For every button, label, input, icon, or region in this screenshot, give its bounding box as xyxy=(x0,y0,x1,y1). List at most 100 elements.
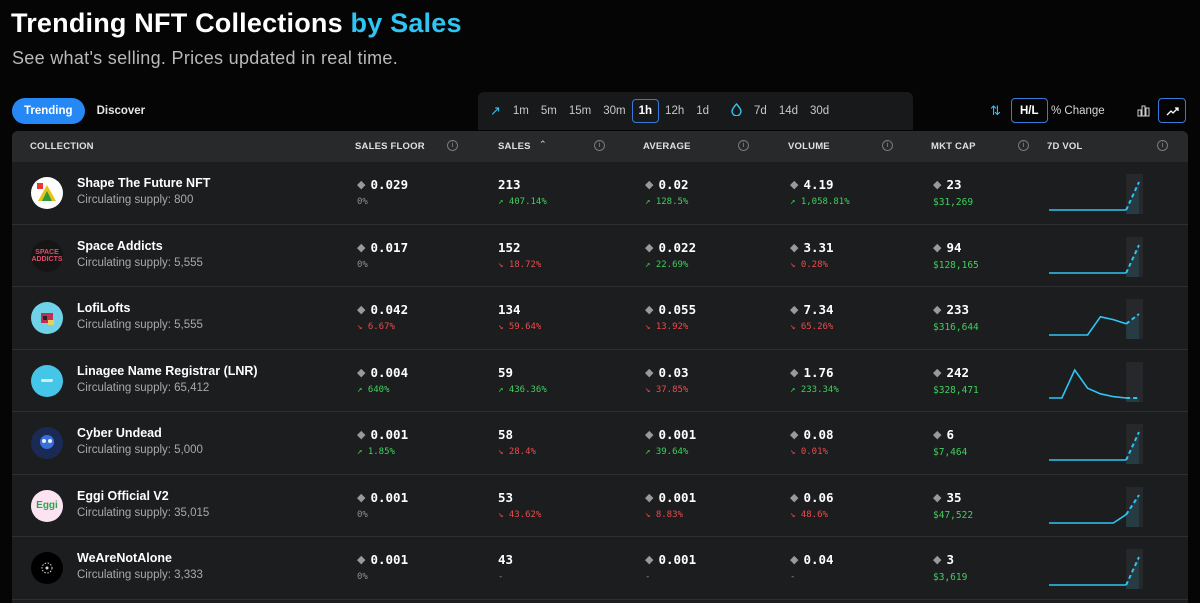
sparkline-line xyxy=(1049,513,1127,524)
sales-floor-change: ↗ 1.85% xyxy=(357,447,408,457)
eth-icon: ◆ xyxy=(790,490,799,504)
sales-floor-change: 0% xyxy=(357,260,408,270)
sales-floor-value: 0.001 xyxy=(370,489,409,505)
average-change-value: 8.83% xyxy=(655,509,683,520)
info-icon[interactable]: i xyxy=(447,140,458,151)
volume-value: 7.34 xyxy=(803,302,834,317)
table-row[interactable]: Shape The Future NFT Circulating supply: … xyxy=(12,162,1188,225)
sales-floor-change: 0% xyxy=(357,510,408,520)
sort-chevron-icon[interactable]: ⌃ xyxy=(539,139,547,149)
info-icon[interactable]: i xyxy=(882,140,893,151)
collection-avatar[interactable] xyxy=(31,427,63,459)
table-row[interactable]: LofiLofts Circulating supply: 5,555 ◆ 0.04… xyxy=(12,287,1188,350)
collection-name[interactable]: Cyber Undead xyxy=(77,426,162,440)
time-30d[interactable]: 30d xyxy=(810,105,830,117)
time-filter-bar: ↗ 1m 5m 15m 30m 1h 12h 1d 7d 14d 30d xyxy=(478,92,913,130)
average-change: ↗ 22.69% xyxy=(645,260,696,270)
sales-floor-value: 0.017 xyxy=(370,239,409,255)
collection-avatar[interactable] xyxy=(31,302,63,334)
average-cell: ◆ 0.001 ↗ 39.64% xyxy=(645,427,696,457)
sort-toggle-icon[interactable]: ⇅ xyxy=(990,102,1001,118)
eth-icon: ◆ xyxy=(357,240,366,254)
sales-floor-change-value: 1.85% xyxy=(367,447,395,457)
bar-chart-icon[interactable] xyxy=(1137,98,1150,123)
sales-change-value: 436.36% xyxy=(508,384,547,395)
mkt-cap-cell: ◆ 94 $128,165 xyxy=(933,240,979,271)
collection-name[interactable]: Linagee Name Registrar (LNR) xyxy=(77,363,258,378)
col-volume[interactable]: VOLUME xyxy=(788,141,830,152)
collection-avatar[interactable]: Eggi xyxy=(31,489,63,522)
info-icon[interactable]: i xyxy=(1018,140,1029,151)
mkt-cap-cell: ◆ 242 $328,471 xyxy=(933,365,979,396)
sparkline-projection xyxy=(1125,431,1140,461)
up-arrow-icon: ↗ xyxy=(498,384,509,395)
hl-toggle-button[interactable]: H/L xyxy=(1011,98,1048,123)
table-row[interactable]: SPACE ADDICTS Space Addicts Circulating sup… xyxy=(12,225,1188,287)
volume-change-value: 0.28% xyxy=(800,259,828,270)
collection-name[interactable]: Shape The Future NFT xyxy=(77,176,211,190)
eth-icon: ◆ xyxy=(933,365,942,379)
time-1d[interactable]: 1d xyxy=(696,105,710,117)
sales-value: 58 xyxy=(498,427,514,442)
collection-name[interactable]: LofiLofts xyxy=(77,301,131,315)
collection-avatar[interactable] xyxy=(31,552,63,584)
col-sales[interactable]: SALES xyxy=(498,141,531,152)
collection-avatar[interactable]: SPACE ADDICTS xyxy=(31,239,63,272)
mkt-cap-value: 94 xyxy=(946,239,962,255)
tab-discover[interactable]: Discover xyxy=(96,105,146,117)
sales-floor-change-value: 6.67% xyxy=(367,322,395,332)
time-1h[interactable]: 1h xyxy=(631,99,660,123)
collection-name[interactable]: Space Addicts xyxy=(77,238,163,253)
info-icon[interactable]: i xyxy=(738,140,749,151)
col-7d-vol: 7D VOL xyxy=(1047,141,1083,152)
col-mkt-cap[interactable]: MKT CAP xyxy=(931,141,976,152)
sales-value: 53 xyxy=(498,489,514,505)
info-icon[interactable]: i xyxy=(1157,140,1168,151)
col-average[interactable]: AVERAGE xyxy=(643,141,691,152)
sales-floor-value: 0.042 xyxy=(370,302,409,317)
time-1m[interactable]: 1m xyxy=(512,105,529,117)
volume-change-value: 1,058.81% xyxy=(800,197,850,207)
table-row[interactable]: Cyber Undead Circulating supply: 5,000 ◆ 0… xyxy=(12,412,1188,475)
pct-change-button[interactable]: % Change xyxy=(1051,104,1105,117)
down-arrow-icon: ↘ xyxy=(357,322,368,332)
circulating-supply: Circulating supply: 5,000 xyxy=(77,444,203,456)
sales-floor-cell: ◆ 0.042 ↘ 6.67% xyxy=(357,302,408,332)
eth-icon: ◆ xyxy=(645,365,654,379)
time-5m[interactable]: 5m xyxy=(540,105,557,117)
time-7d[interactable]: 7d xyxy=(754,105,767,117)
collection-avatar[interactable] xyxy=(31,177,63,209)
line-chart-icon[interactable] xyxy=(1158,98,1186,123)
mkt-cap-usd: $7,464 xyxy=(933,447,968,458)
tab-trending[interactable]: Trending xyxy=(12,98,85,124)
down-arrow-icon: ↘ xyxy=(790,509,801,520)
down-arrow-icon: ↘ xyxy=(790,322,801,332)
page-title-main: Trending NFT Collections xyxy=(11,8,343,38)
table-row[interactable]: WeAreNotAlone Circulating supply: 3,333 ◆… xyxy=(12,537,1188,600)
table-row[interactable]: Eggi Eggi Official V2 Circulating supply: … xyxy=(12,475,1188,537)
table-row[interactable]: Linagee Name Registrar (LNR) Circulating … xyxy=(12,350,1188,412)
info-icon[interactable]: i xyxy=(594,140,605,151)
volume-value: 4.19 xyxy=(803,177,834,192)
eth-icon: ◆ xyxy=(645,178,654,191)
collection-name[interactable]: Eggi Official V2 xyxy=(77,488,169,503)
volume-change-value: 65.26% xyxy=(800,322,834,332)
down-arrow-icon: ↘ xyxy=(790,259,801,270)
col-collection: COLLECTION xyxy=(30,141,94,152)
collection-avatar[interactable] xyxy=(31,364,63,397)
volume-cell: ◆ 0.08 ↘ 0.01% xyxy=(790,427,834,457)
sales-change-value: - xyxy=(498,572,504,582)
mkt-cap-cell: ◆ 35 $47,522 xyxy=(933,490,973,521)
eth-icon: ◆ xyxy=(790,178,799,191)
time-30m[interactable]: 30m xyxy=(603,105,626,117)
collection-name[interactable]: WeAreNotAlone xyxy=(77,551,172,565)
average-cell: ◆ 0.03 ↘ 37.85% xyxy=(645,365,689,395)
time-14d[interactable]: 14d xyxy=(778,105,799,117)
sparkline-area xyxy=(1126,494,1139,527)
col-sales-floor[interactable]: SALES FLOOR xyxy=(355,141,425,152)
sales-floor-cell: ◆ 0.001 0% xyxy=(357,490,408,520)
time-12h[interactable]: 12h xyxy=(665,105,685,117)
mkt-cap-value: 6 xyxy=(946,427,954,442)
time-15m[interactable]: 15m xyxy=(568,105,592,117)
eth-icon: ◆ xyxy=(790,428,799,441)
